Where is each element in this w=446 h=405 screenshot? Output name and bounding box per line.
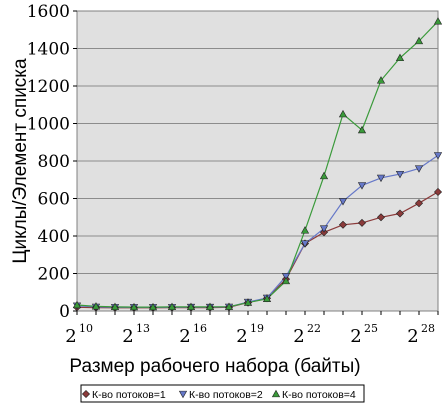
- x-tick-label: 2: [179, 326, 190, 347]
- data-point-series-1: [395, 209, 405, 218]
- x-tick-exponent: 13: [136, 322, 150, 335]
- y-tick-label: 1600: [27, 2, 70, 22]
- data-point-series-3: [414, 36, 424, 45]
- y-tick-label: 1200: [27, 77, 70, 97]
- data-point-series-3: [376, 76, 386, 84]
- y-tick-label: 600: [38, 190, 70, 210]
- data-point-series-3: [186, 302, 196, 311]
- y-axis-label: Циклы/Элемент списка: [10, 58, 31, 264]
- x-tick-exponent: 10: [79, 322, 93, 335]
- x-axis-label: Размер рабочего набора (байты): [69, 356, 360, 377]
- data-point-series-1: [433, 187, 443, 196]
- x-axis-ticks: 2 10 2 13 2 16 2 19 2 22 2 25 2 28: [65, 311, 439, 347]
- legend-label-3: К-во потоков=4: [282, 389, 356, 401]
- y-tick-label: 0: [59, 302, 70, 322]
- data-point-series-3: [319, 171, 329, 180]
- legend-label-2: К-во потоков=2: [189, 389, 263, 401]
- data-point-series-2: [300, 240, 310, 248]
- x-tick-exponent: 25: [364, 322, 378, 335]
- data-point-series-2: [357, 182, 367, 190]
- data-point-series-3: [395, 53, 405, 62]
- x-tick-label: 2: [122, 326, 133, 347]
- legend-marker-3: [271, 389, 281, 398]
- y-tick-label: 400: [38, 227, 70, 247]
- data-point-series-1: [414, 199, 424, 208]
- x-tick-exponent: 19: [250, 322, 264, 335]
- data-point-series-3: [205, 302, 215, 311]
- legend: К-во потоков=1 К-во потоков=2 К-во потоков…: [80, 384, 365, 403]
- data-point-series-1: [376, 213, 386, 222]
- data-point-series-3: [262, 294, 272, 302]
- y-tick-label: 1400: [27, 40, 70, 60]
- data-point-series-2: [395, 170, 405, 179]
- data-point-series-3: [243, 298, 253, 306]
- data-point-series-1: [357, 218, 367, 227]
- x-tick-label: 2: [293, 326, 304, 347]
- data-point-series-3: [167, 302, 177, 311]
- data-point-series-3: [338, 109, 348, 118]
- legend-label-1: К-во потоков=1: [92, 389, 166, 401]
- y-tick-label: 200: [38, 265, 70, 285]
- x-tick-label: 2: [350, 326, 361, 347]
- data-point-series-3: [300, 226, 310, 234]
- data-point-series-2: [433, 152, 443, 160]
- data-point-series-3: [110, 302, 120, 311]
- y-axis-ticks: 0 200 400 600 800 1000 1200 1400 1600: [27, 2, 77, 322]
- data-point-series-2: [319, 225, 329, 233]
- y-tick-label: 1000: [27, 115, 70, 135]
- data-point-series-2: [414, 165, 424, 173]
- x-tick-label: 2: [407, 326, 418, 347]
- x-tick-label: 2: [236, 326, 247, 347]
- data-point-series-3: [281, 276, 291, 285]
- data-point-series-3: [433, 17, 443, 25]
- x-tick-exponent: 28: [421, 322, 435, 335]
- data-point-series-1: [338, 220, 348, 229]
- data-point-series-2: [281, 273, 291, 281]
- x-tick-exponent: 22: [307, 322, 321, 335]
- y-tick-label: 800: [38, 152, 70, 172]
- data-point-series-2: [376, 174, 386, 183]
- data-point-series-3: [224, 302, 234, 310]
- data-point-series-3: [357, 125, 367, 134]
- x-tick-exponent: 16: [193, 322, 207, 335]
- data-point-series-3: [148, 302, 158, 311]
- data-point-series-2: [338, 198, 348, 206]
- legend-marker-1: [81, 389, 91, 399]
- grid-lines: [77, 48, 438, 274]
- data-point-series-3: [91, 302, 101, 310]
- x-tick-label: 2: [65, 326, 76, 347]
- data-point-series-3: [129, 302, 139, 311]
- legend-box: [80, 384, 365, 403]
- legend-marker-2: [178, 390, 188, 399]
- series-points: [72, 17, 443, 312]
- data-point-series-3: [72, 300, 82, 309]
